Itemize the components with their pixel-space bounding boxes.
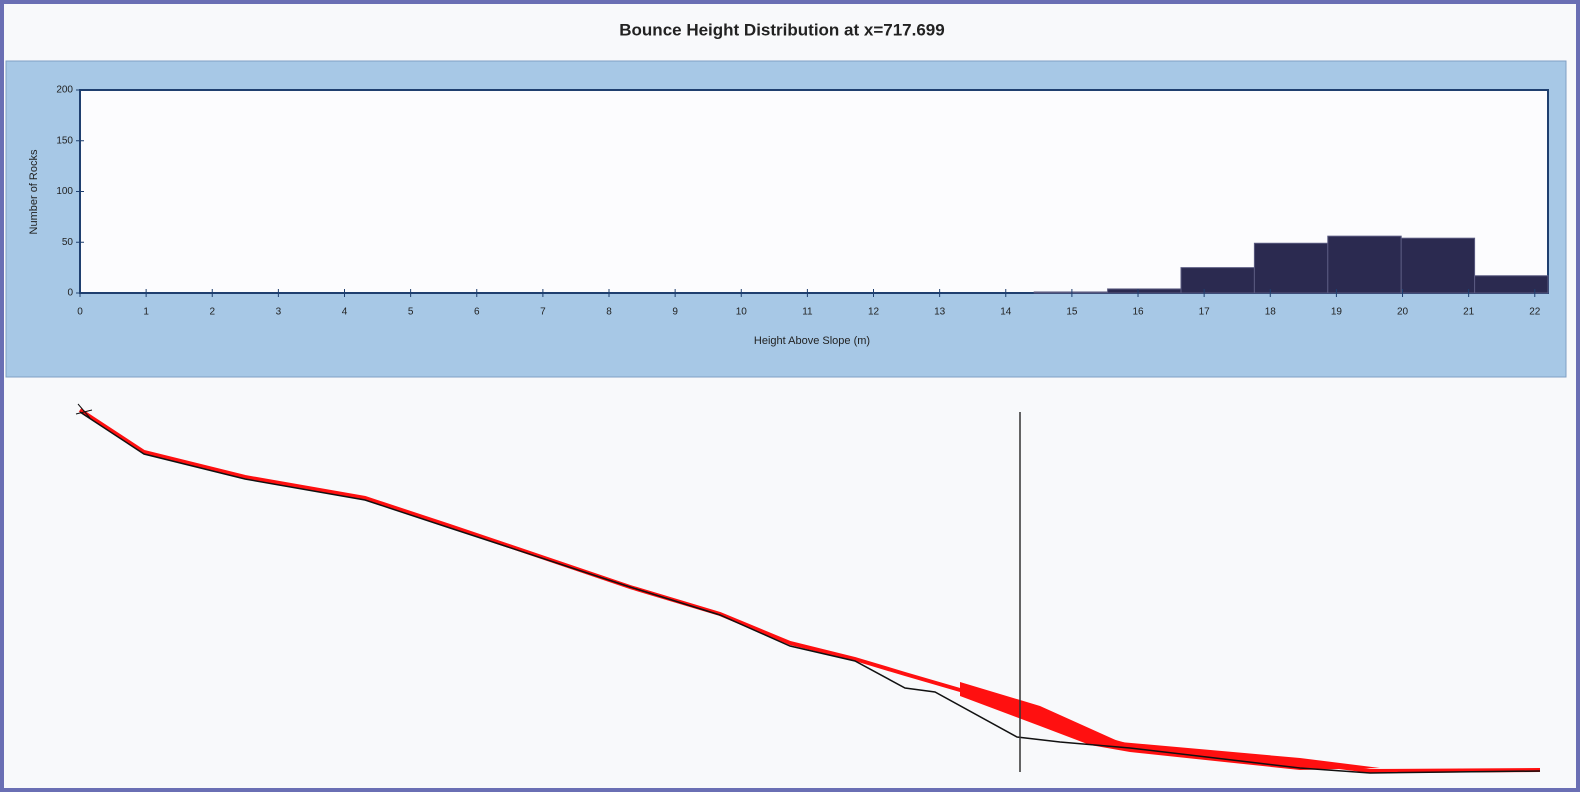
x-tick-label: 12 [868, 307, 880, 318]
y-tick-label: 100 [56, 186, 73, 197]
start-marker [75, 403, 93, 419]
y-tick-label: 150 [56, 135, 73, 146]
x-tick-label: 8 [606, 307, 612, 318]
chart-title: Bounce Height Distribution at x=717.699 [619, 20, 944, 39]
x-tick-label: 4 [342, 307, 348, 318]
x-tick-label: 15 [1066, 307, 1078, 318]
x-tick-label: 2 [209, 307, 215, 318]
x-tick-label: 10 [736, 307, 748, 318]
x-axis-label: Height Above Slope (m) [754, 335, 870, 347]
x-tick-label: 18 [1265, 307, 1277, 318]
bar [1253, 242, 1329, 294]
x-tick-label: 13 [934, 307, 946, 318]
x-tick-label: 20 [1397, 307, 1409, 318]
x-tick-label: 19 [1331, 307, 1343, 318]
x-tick-label: 0 [77, 307, 83, 318]
x-tick-label: 3 [276, 307, 282, 318]
x-tick-label: 1 [143, 307, 149, 318]
x-tick-label: 22 [1529, 307, 1541, 318]
y-tick-label: 200 [56, 85, 73, 96]
profile-panel [6, 379, 1566, 781]
x-tick-label: 17 [1199, 307, 1211, 318]
y-tick-label: 50 [62, 237, 74, 248]
bar [1107, 288, 1182, 294]
x-tick-label: 7 [540, 307, 546, 318]
bar [1033, 291, 1109, 294]
x-tick-label: 5 [408, 307, 414, 318]
bar [1474, 275, 1549, 294]
x-tick-label: 14 [1000, 307, 1012, 318]
x-tick-label: 16 [1132, 307, 1144, 318]
bar [1400, 237, 1476, 294]
slope-profile [79, 411, 1541, 774]
y-axis-label: Number of Rocks [28, 149, 40, 234]
y-tick-label: 0 [67, 288, 73, 299]
x-tick-label: 9 [672, 307, 678, 318]
bar [1327, 235, 1402, 294]
x-tick-label: 6 [474, 307, 480, 318]
bar [1180, 267, 1255, 294]
x-tick-label: 11 [802, 307, 813, 318]
x-tick-label: 21 [1463, 307, 1475, 318]
